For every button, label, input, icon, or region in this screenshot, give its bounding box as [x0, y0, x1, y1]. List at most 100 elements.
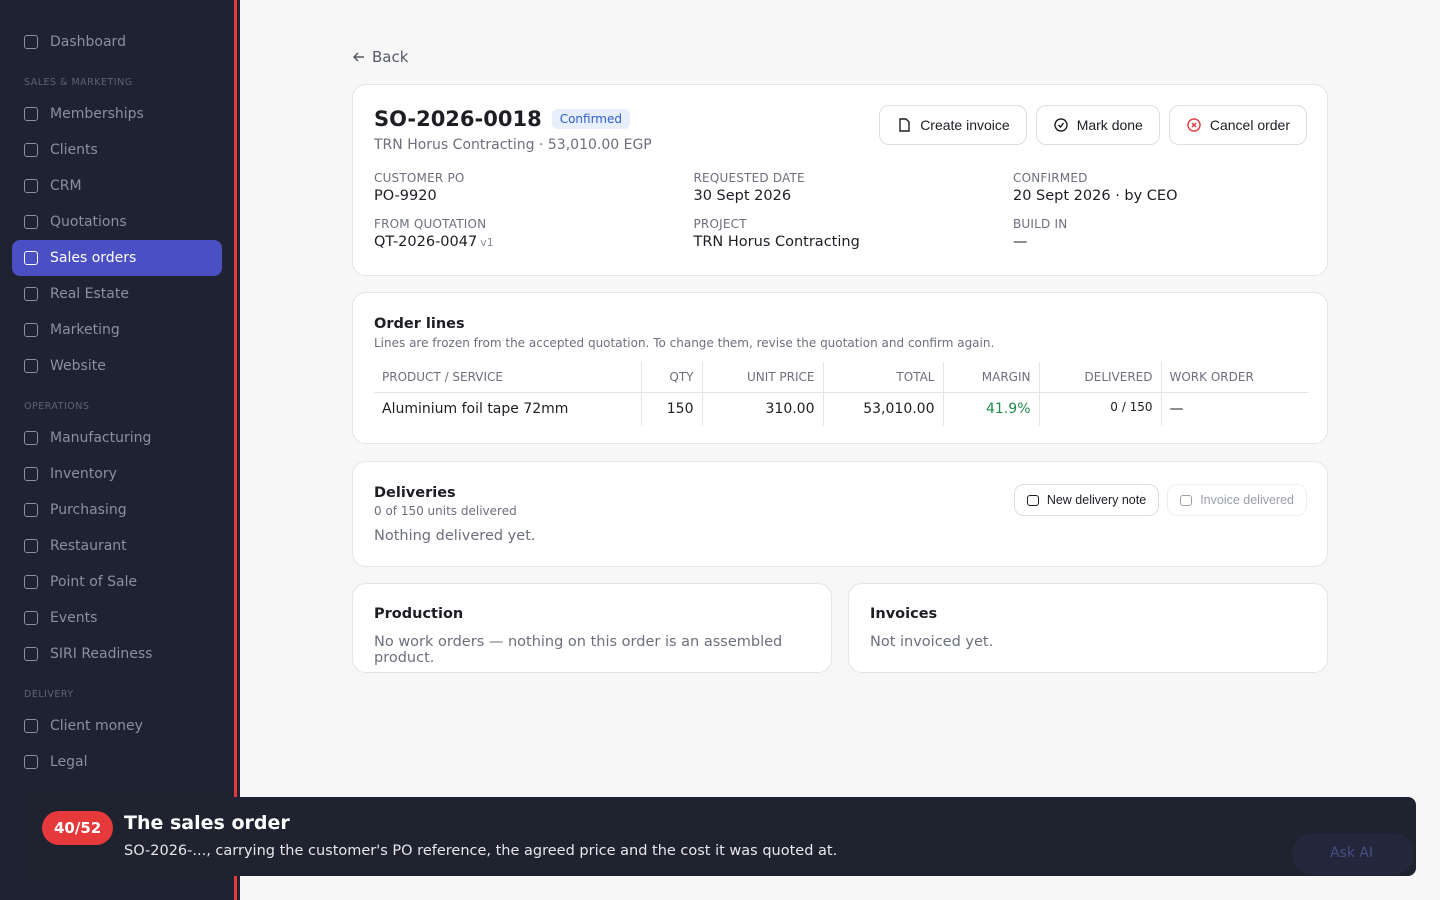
tour-step: 40/52 — [42, 811, 114, 845]
action-button[interactable]: Invoice delivered — [1167, 484, 1307, 516]
button-icon — [1187, 118, 1201, 132]
nav-item[interactable]: Sales orders — [12, 240, 222, 276]
nav-item[interactable]: Real Estate — [12, 276, 222, 312]
order-lines-card: Order lines Lines are frozen from the ac… — [352, 292, 1328, 444]
nav-icon — [24, 251, 38, 265]
nav-item[interactable]: Purchasing — [12, 492, 222, 528]
section-text: Not invoiced yet. — [870, 634, 994, 650]
nav-label: Clients — [50, 142, 98, 158]
button-label: Mark done — [1076, 117, 1143, 133]
nav-icon — [24, 215, 38, 229]
field: PROJECT TRN Horus Contracting — [694, 217, 994, 250]
nav-item[interactable]: Dashboard — [12, 24, 222, 60]
nav-label: Point of Sale — [50, 574, 138, 590]
button-label: New delivery note — [1046, 493, 1147, 507]
field-value: PO-9920 — [374, 188, 674, 204]
order-lines-table: PRODUCT / SERVICE QTY UNIT PRICE TOTAL MARGI… — [374, 362, 1308, 426]
nav-label: Inventory — [50, 466, 117, 482]
field-label: FROM QUOTATION — [374, 217, 487, 231]
nav-item[interactable]: Client money — [12, 708, 222, 744]
section-subtitle: 0 of 150 units delivered — [374, 504, 517, 518]
nav-section-title: SALES & MARKETING — [24, 77, 133, 88]
section-title: Order lines — [374, 316, 465, 332]
button-icon — [1180, 494, 1193, 506]
field-value: TRN Horus Contracting — [694, 234, 994, 250]
column-header: PRODUCT / SERVICE — [374, 362, 642, 393]
action-button[interactable]: Cancel order — [1168, 105, 1307, 145]
nav-item[interactable]: Legal — [12, 744, 222, 780]
field-label: REQUESTED DATE — [693, 171, 805, 185]
field: CONFIRMED 20 Sept 2026 · by CEO — [1013, 171, 1313, 204]
field-label: BUILD IN — [1013, 217, 1068, 231]
nav-label: Dashboard — [50, 34, 126, 50]
table-cell: 150 — [641, 392, 703, 426]
field-value-text: 30 Sept 2026 — [693, 188, 792, 204]
nav-icon — [24, 107, 38, 121]
field-value: — — [1013, 234, 1313, 250]
section-note: Lines are frozen from the accepted quota… — [374, 336, 995, 350]
nav-label: Legal — [50, 754, 88, 770]
nav-icon — [24, 323, 38, 337]
nav-item[interactable]: Manufacturing — [12, 420, 222, 456]
nav-label: Restaurant — [50, 538, 127, 554]
nav-item[interactable]: SIRI Readiness — [12, 636, 222, 672]
action-button[interactable]: Create invoice — [879, 105, 1027, 145]
nav-label: Memberships — [50, 106, 144, 122]
section-text: No work orders — nothing on this order i… — [374, 634, 783, 666]
back-icon — [352, 52, 364, 62]
back-link[interactable]: Back — [352, 48, 408, 66]
nav-item[interactable]: Events — [12, 600, 222, 636]
nav-icon — [24, 719, 38, 733]
field-value: 30 Sept 2026 — [694, 188, 994, 204]
nav-item[interactable]: CRM — [12, 168, 222, 204]
nav-item[interactable]: Point of Sale — [12, 564, 222, 600]
ask-ai-button[interactable]: Ask AI — [1292, 833, 1414, 875]
table-header-row: PRODUCT / SERVICE QTY UNIT PRICE TOTAL MARGI… — [374, 362, 1308, 393]
nav-item[interactable]: Website — [12, 348, 222, 384]
nav-label: Manufacturing — [50, 430, 152, 446]
action-button[interactable]: Mark done — [1035, 105, 1160, 145]
nav-section-title: DELIVERY — [24, 689, 74, 700]
column-header: DELIVERED — [1039, 362, 1162, 393]
back-text: Back — [372, 48, 409, 66]
delivery-actions: New delivery note Invoice delivered — [1013, 484, 1307, 516]
nav-icon — [24, 431, 38, 445]
field-value-text: 20 Sept 2026 · by CEO — [1013, 188, 1178, 204]
nav-label: Client money — [50, 718, 143, 734]
nav-icon — [24, 611, 38, 625]
field-label: PROJECT — [693, 217, 747, 231]
nav-icon — [24, 143, 38, 157]
order-subtitle: TRN Horus Contracting · 53,010.00 EGP — [374, 137, 652, 153]
sidebar: Dashboard SALES & MARKETING Memberships Cli… — [0, 0, 234, 900]
column-header: QTY — [641, 362, 703, 393]
nav-item[interactable]: Quotations — [12, 204, 222, 240]
button-icon — [1054, 118, 1068, 132]
nav-icon — [24, 35, 38, 49]
nav-item[interactable]: Marketing — [12, 312, 222, 348]
field: REQUESTED DATE 30 Sept 2026 — [694, 171, 994, 204]
nav-item[interactable]: Inventory — [12, 456, 222, 492]
order-header-card: SO-2026-0018 Confirmed TRN Horus Contrac… — [352, 84, 1328, 276]
section-title: Deliveries — [374, 485, 456, 501]
action-button[interactable]: New delivery note — [1013, 484, 1160, 516]
invoices-card: Invoices Not invoiced yet. — [848, 583, 1328, 673]
nav-item[interactable]: Memberships — [12, 96, 222, 132]
tour-text: SO-2026-..., carrying the customer's PO … — [124, 843, 838, 859]
section-title: Invoices — [870, 606, 938, 622]
field-value: QT-2026-0047 v1 — [374, 234, 674, 250]
sidebar-edge — [234, 0, 240, 900]
nav-label: Quotations — [50, 214, 127, 230]
column-header: MARGIN — [943, 362, 1040, 393]
field-label: CUSTOMER PO — [374, 171, 465, 185]
nav-icon — [24, 467, 38, 481]
nav-item[interactable]: Clients — [12, 132, 222, 168]
table-cell: 0 / 150 — [1039, 392, 1162, 426]
nav-icon — [24, 647, 38, 661]
section-title: Production — [374, 606, 464, 622]
button-label: Invoice delivered — [1200, 493, 1294, 507]
button-icon — [1026, 494, 1039, 506]
nav-label: Sales orders — [50, 250, 137, 266]
nav-item[interactable]: Restaurant — [12, 528, 222, 564]
table-cell: 310.00 — [702, 392, 824, 426]
nav-label: Purchasing — [50, 502, 127, 518]
